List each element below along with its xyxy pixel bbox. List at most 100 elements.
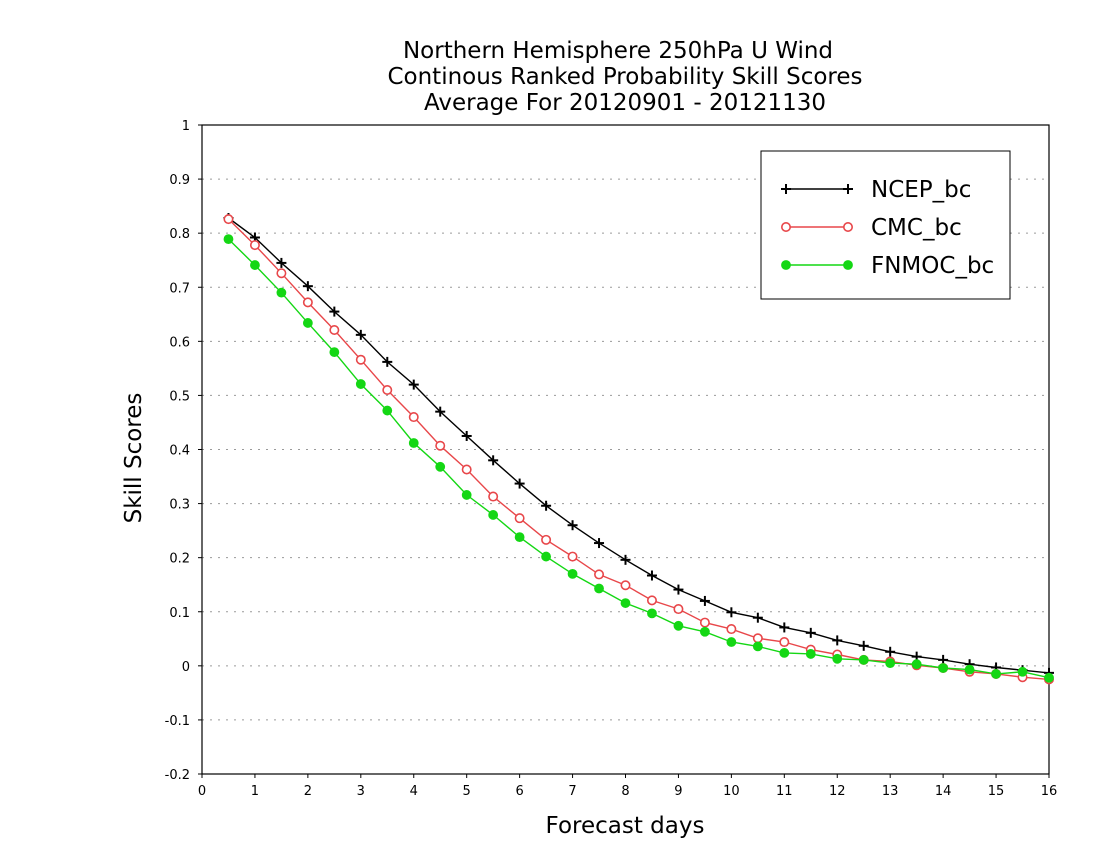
data-point-fnmoc-bc <box>991 669 1001 679</box>
data-point-ncep-bc <box>885 646 896 657</box>
data-point-fnmoc-bc <box>700 626 710 637</box>
y-tick-label: 0.4 <box>169 444 190 459</box>
legend-marker-ncep-bc <box>843 184 853 194</box>
legend: NCEP_bc CMC_bc FNMOC_bc <box>760 150 1011 300</box>
data-point-cmc-bc <box>329 324 340 335</box>
x-tick-label: 4 <box>410 784 418 799</box>
plot-frame <box>201 124 1050 775</box>
data-point-fnmoc-bc <box>329 347 340 358</box>
legend-box <box>760 150 1011 300</box>
legend-marker-cmc-bc <box>842 222 853 233</box>
chart-title: Northern Hemisphere 250hPa U Wind Contin… <box>387 38 862 116</box>
series-fnmoc-bc <box>223 234 1054 683</box>
y-tick-label: -0.2 <box>165 768 190 783</box>
data-point-ncep-bc <box>329 306 340 317</box>
y-tick-label: 0.1 <box>169 606 190 621</box>
data-point-cmc-bc <box>276 268 287 279</box>
data-point-ncep-bc <box>382 356 393 367</box>
x-tick-label: 9 <box>674 784 682 799</box>
data-point-cmc-bc <box>249 240 260 251</box>
y-tick-label: 0.6 <box>169 335 190 350</box>
data-point-ncep-bc <box>355 329 366 340</box>
data-point-fnmoc-bc <box>1044 672 1054 683</box>
data-point-cmc-bc <box>752 633 763 644</box>
data-point-ncep-bc <box>567 520 578 531</box>
data-point-cmc-bc <box>620 580 631 591</box>
data-point-cmc-bc <box>488 491 499 502</box>
legend-label-cmc-bc: CMC_bc <box>871 215 962 241</box>
data-point-ncep-bc <box>779 622 790 633</box>
title-line-1: Northern Hemisphere 250hPa U Wind <box>403 38 833 64</box>
data-point-cmc-bc <box>355 354 366 365</box>
data-point-fnmoc-bc <box>408 438 419 448</box>
data-point-ncep-bc <box>408 379 419 390</box>
legend-label-ncep-bc: NCEP_bc <box>871 177 971 203</box>
x-tick-label: 2 <box>304 784 312 799</box>
data-point-fnmoc-bc <box>911 659 922 670</box>
data-point-ncep-bc <box>594 538 605 549</box>
data-point-fnmoc-bc <box>885 658 896 669</box>
x-tick-label: 11 <box>776 784 793 799</box>
y-tick-label: 0.5 <box>169 389 190 404</box>
data-point-fnmoc-bc <box>355 379 366 389</box>
legend-marker-ncep-bc <box>781 184 791 194</box>
data-point-fnmoc-bc <box>382 405 393 416</box>
x-tick-label: 8 <box>621 784 629 799</box>
data-point-cmc-bc <box>302 297 313 308</box>
data-point-ncep-bc <box>699 595 710 606</box>
x-axis-ticks: 0 1 2 3 4 5 6 7 8 9 10 11 12 13 14 15 16 <box>198 774 1057 799</box>
data-point-fnmoc-bc <box>832 653 843 664</box>
data-point-fnmoc-bc <box>541 551 551 562</box>
data-point-fnmoc-bc <box>752 641 763 652</box>
legend-item-cmc-bc: CMC_bc <box>780 215 962 241</box>
data-point-fnmoc-bc <box>938 663 949 673</box>
data-point-ncep-bc <box>726 607 737 618</box>
y-axis-label: Skill Scores <box>121 393 147 524</box>
title-line-2: Continous Ranked Probability Skill Score… <box>387 64 862 90</box>
data-point-ncep-bc <box>673 584 684 595</box>
data-point-ncep-bc <box>541 500 552 511</box>
data-point-cmc-bc <box>673 604 684 615</box>
data-point-cmc-bc <box>408 412 419 423</box>
legend-label-fnmoc-bc: FNMOC_bc <box>871 253 994 279</box>
data-point-cmc-bc <box>779 637 790 648</box>
y-tick-label: 0.8 <box>169 227 190 242</box>
data-point-fnmoc-bc <box>858 654 869 665</box>
data-point-ncep-bc <box>302 281 313 292</box>
data-point-ncep-bc <box>752 612 763 623</box>
data-point-fnmoc-bc <box>726 637 737 647</box>
x-tick-label: 6 <box>515 784 523 799</box>
x-tick-label: 16 <box>1041 784 1058 799</box>
data-point-cmc-bc <box>699 617 710 628</box>
series-line-fnmoc-bc <box>228 238 1050 679</box>
data-point-ncep-bc <box>488 455 499 466</box>
data-point-cmc-bc <box>541 534 552 545</box>
title-line-3: Average For 20120901 - 20121130 <box>424 90 826 116</box>
data-point-fnmoc-bc <box>964 664 975 675</box>
y-tick-label: 0 <box>182 660 190 675</box>
data-point-fnmoc-bc <box>673 620 684 631</box>
y-axis-ticks: -0.2 -0.1 0 0.1 0.2 0.3 0.4 0.5 0.6 0.7 0.8 0.9 1 <box>165 119 202 783</box>
data-point-ncep-bc <box>832 635 843 646</box>
y-tick-label: 1 <box>182 119 190 134</box>
data-point-ncep-bc <box>858 640 869 651</box>
data-point-fnmoc-bc <box>488 510 499 520</box>
legend-marker-fnmoc-bc <box>781 260 791 270</box>
data-point-fnmoc-bc <box>250 260 260 270</box>
y-tick-label: 0.3 <box>169 498 190 513</box>
x-tick-label: 7 <box>568 784 576 799</box>
x-tick-label: 14 <box>935 784 952 799</box>
data-point-cmc-bc <box>461 464 472 475</box>
data-point-fnmoc-bc <box>302 318 313 328</box>
x-tick-label: 1 <box>251 784 259 799</box>
data-point-ncep-bc <box>435 406 446 417</box>
y-tick-label: -0.1 <box>165 714 190 729</box>
data-point-cmc-bc <box>726 624 737 635</box>
y-tick-label: 0.9 <box>169 173 190 188</box>
legend-marker-fnmoc-bc <box>843 260 853 270</box>
data-point-cmc-bc <box>567 551 578 562</box>
legend-item-ncep-bc: NCEP_bc <box>781 177 971 203</box>
x-tick-label: 12 <box>829 784 846 799</box>
data-point-ncep-bc <box>805 627 816 638</box>
